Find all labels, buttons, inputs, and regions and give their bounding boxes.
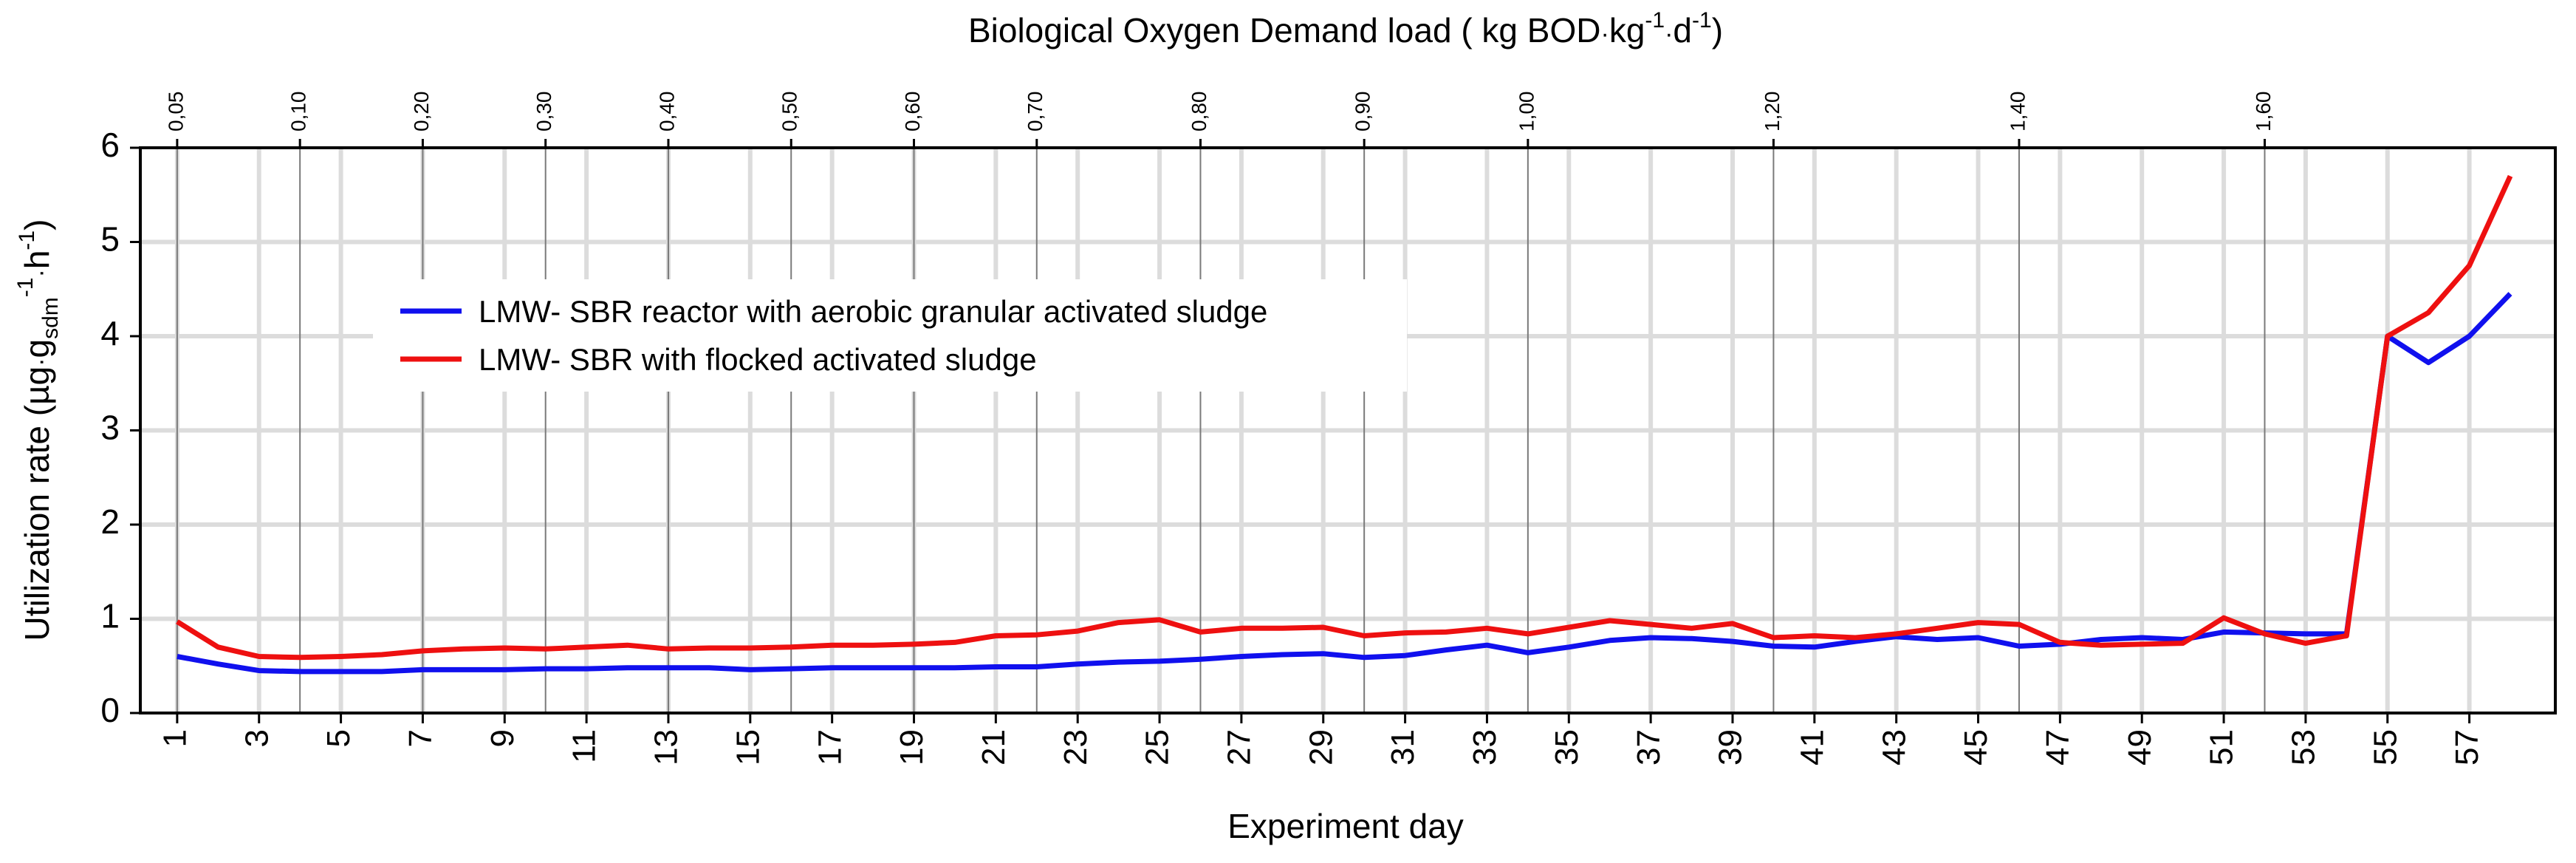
top-tick-label-1,00: 1,00	[1515, 92, 1538, 132]
top-tick-label-0,30: 0,30	[532, 92, 555, 132]
x-tick-label-29: 29	[1303, 729, 1339, 765]
x-tick-label-53: 53	[2286, 729, 2322, 765]
x-tick-label-45: 45	[1958, 729, 1994, 765]
x-tick-label-21: 21	[976, 729, 1012, 765]
top-tick-label-0,10: 0,10	[287, 92, 310, 132]
series-lines	[176, 174, 2513, 675]
x-tick-label-17: 17	[812, 729, 848, 765]
x-tick-label-49: 49	[2122, 729, 2158, 765]
x-tick-label-25: 25	[1140, 729, 1176, 765]
series-line-0	[177, 292, 2512, 675]
top-tick-label-0,50: 0,50	[778, 92, 801, 132]
y-tick-label-5: 5	[100, 220, 120, 259]
legend-box	[373, 279, 1407, 392]
top-axis-boundary-lines	[176, 148, 2266, 713]
top-tick-label-1,40: 1,40	[2006, 92, 2029, 132]
x-tick-label-7: 7	[402, 729, 439, 747]
x-tick-label-9: 9	[484, 729, 521, 747]
x-tick-label-47: 47	[2040, 729, 2076, 765]
top-tick-label-1,20: 1,20	[1761, 92, 1784, 132]
x-tick-label-57: 57	[2449, 729, 2485, 765]
x-tick-label-41: 41	[1794, 729, 1830, 765]
legend: LMW- SBR reactor with aerobic granular a…	[373, 279, 1407, 392]
y-tick-label-3: 3	[100, 409, 120, 447]
y-tick-label-4: 4	[100, 314, 120, 352]
top-tick-label-0,40: 0,40	[655, 92, 678, 132]
legend-label-granular: LMW- SBR reactor with aerobic granular a…	[479, 294, 1267, 329]
x-tick-label-31: 31	[1385, 729, 1421, 765]
top-tick-label-1,60: 1,60	[2252, 92, 2275, 132]
top-axis-title: Biological Oxygen Demand load ( kg BOD·k…	[968, 8, 1723, 50]
y-tick-label-6: 6	[100, 126, 120, 164]
x-tick-label-51: 51	[2204, 729, 2240, 765]
x-tick-label-5: 5	[321, 729, 357, 747]
x-tick-label-13: 13	[648, 729, 685, 765]
top-tick-label-0,90: 0,90	[1352, 92, 1374, 132]
x-tick-label-3: 3	[239, 729, 275, 747]
x-tick-label-35: 35	[1549, 729, 1585, 765]
x-tick-label-15: 15	[730, 729, 766, 765]
x-tick-label-1: 1	[157, 729, 193, 747]
x-tick-label-37: 37	[1631, 729, 1667, 765]
x-axis-title: Experiment day	[1227, 807, 1464, 845]
x-tick-label-19: 19	[894, 729, 930, 765]
axis-ticks	[130, 139, 2471, 723]
y-tick-label-0: 0	[100, 691, 120, 729]
legend-label-flocked: LMW- SBR with flocked activated sludge	[479, 342, 1037, 377]
x-tick-label-11: 11	[566, 729, 603, 763]
y-axis-title: Utilization rate (µg·gsdm-1·h-1)	[13, 219, 63, 641]
y-tick-label-1: 1	[100, 597, 120, 635]
top-tick-label-0,05: 0,05	[164, 92, 187, 132]
x-tick-label-33: 33	[1467, 729, 1503, 765]
x-tick-label-55: 55	[2367, 729, 2403, 765]
x-tick-label-27: 27	[1222, 729, 1258, 765]
series-line-1	[176, 174, 2513, 661]
x-tick-label-39: 39	[1713, 729, 1749, 765]
axis-tick-labels: 1 3 5 7 9 11 13 15 17 19 21 23 25 27 29 31 33 35 37 39 41 43 4…	[100, 92, 2485, 765]
top-tick-label-0,20: 0,20	[410, 92, 433, 132]
x-tick-label-43: 43	[1876, 729, 1912, 765]
top-tick-label-0,80: 0,80	[1188, 92, 1210, 132]
top-tick-label-0,60: 0,60	[901, 92, 924, 132]
top-tick-label-0,70: 0,70	[1024, 92, 1046, 132]
y-tick-label-2: 2	[100, 502, 120, 541]
x-tick-label-23: 23	[1058, 729, 1094, 765]
